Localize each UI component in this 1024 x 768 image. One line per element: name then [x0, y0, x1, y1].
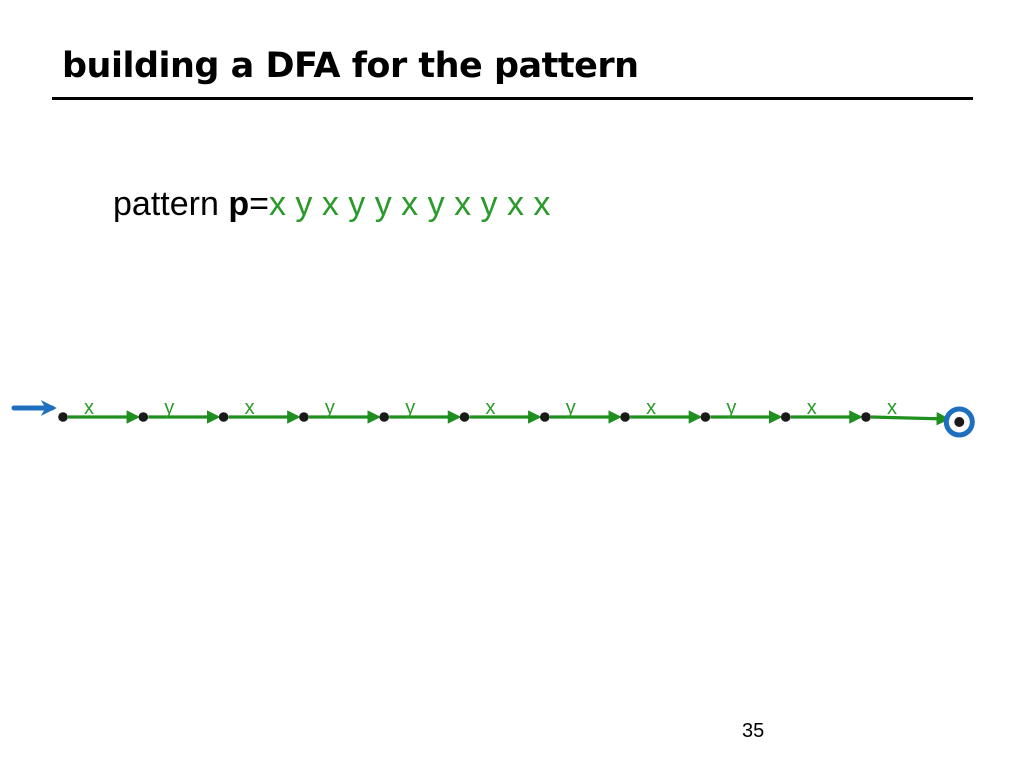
dfa-state [620, 412, 630, 422]
transition-label: x [84, 397, 94, 419]
start-state [58, 412, 68, 422]
transition-label: y [325, 397, 335, 419]
title-divider [52, 97, 973, 100]
accept-state-ring [943, 406, 975, 438]
transition-label: x [887, 397, 897, 419]
dfa-state [700, 412, 711, 422]
transition-label: x [807, 397, 817, 419]
dfa-state [299, 412, 309, 422]
dfa-state [379, 412, 390, 422]
slide-title: building a DFA for the pattern [62, 46, 639, 86]
dfa-state [861, 412, 871, 422]
pattern-variable: p [228, 185, 250, 223]
transition-label: y [726, 397, 736, 419]
page-number: 35 [742, 720, 765, 742]
dfa-state [218, 412, 229, 422]
accept-state [954, 417, 965, 427]
transition-label: y [164, 397, 174, 419]
transition-label: x [245, 397, 255, 419]
transition-label: x [486, 397, 496, 419]
dfa-state [780, 412, 791, 422]
pattern-prefix: pattern [113, 185, 229, 223]
dfa-state [459, 412, 470, 422]
transition-label: x [646, 397, 656, 419]
transition-label: y [566, 397, 576, 419]
pattern-sequence: x y x y y x y x y x x [268, 185, 551, 223]
pattern-definition: pattern p=x y x y y x y x y x x [113, 182, 550, 226]
dfa-state [540, 412, 550, 422]
transition-label: y [405, 397, 415, 419]
transition-arrow [870, 412, 950, 426]
pattern-equals: = [249, 185, 269, 223]
dfa-state [138, 412, 149, 422]
